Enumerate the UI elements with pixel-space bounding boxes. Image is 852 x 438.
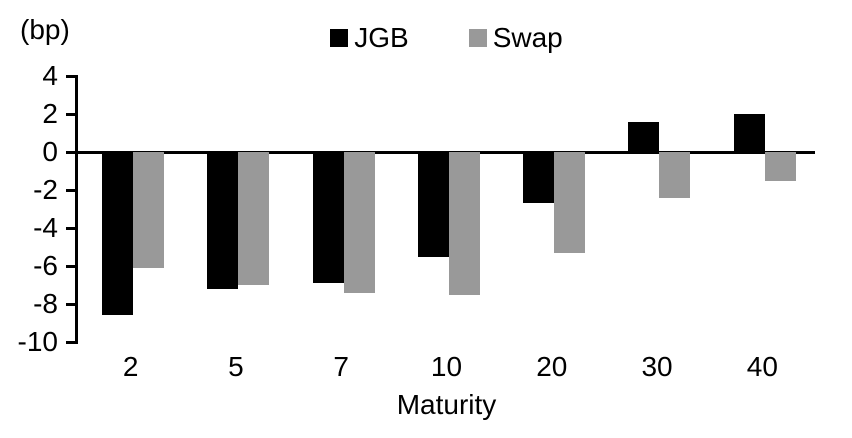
- x-axis-tick-label: 5: [228, 351, 244, 382]
- legend: JGB Swap: [78, 22, 815, 54]
- bar-swap-7: [343, 152, 375, 293]
- bar-swap-2: [133, 152, 164, 268]
- bar-swap-20: [554, 152, 586, 253]
- y-axis-tick: [66, 302, 76, 306]
- y-axis-tick: [66, 188, 76, 192]
- legend-item-swap: Swap: [468, 22, 563, 54]
- jgb-swatch-icon: [330, 29, 349, 47]
- y-axis-tick: [66, 74, 76, 78]
- y-axis-tick-label: -4: [33, 212, 58, 243]
- bar-jgb-40: [733, 114, 765, 152]
- y-axis-tick-label: -2: [33, 174, 58, 205]
- x-axis-tick-label: 7: [333, 351, 349, 382]
- legend-item-jgb: JGB: [330, 22, 409, 54]
- bar-jgb-10: [417, 152, 449, 257]
- y-axis-tick-label: 4: [42, 60, 58, 91]
- bar-swap-30: [659, 152, 691, 198]
- y-axis-tick-label: 2: [42, 98, 58, 129]
- bar-swap-5: [238, 152, 270, 285]
- y-axis-tick: [66, 340, 76, 344]
- legend-label-jgb: JGB: [354, 22, 409, 53]
- legend-label-swap: Swap: [492, 22, 563, 53]
- x-axis-tick-label: 30: [641, 351, 673, 382]
- y-axis-tick-label: 0: [42, 136, 58, 167]
- bar-swap-10: [448, 152, 480, 295]
- y-axis-tick: [66, 264, 76, 268]
- bar-jgb-20: [523, 152, 555, 204]
- x-axis-title: Maturity: [396, 389, 497, 420]
- y-axis-unit-label: (bp): [20, 14, 70, 45]
- x-axis-tick-label: 2: [122, 351, 139, 382]
- y-axis-tick-label: -8: [33, 288, 58, 319]
- y-axis-tick-label: -6: [33, 250, 58, 281]
- swap-swatch-icon: [468, 29, 487, 47]
- y-axis-tick: [66, 112, 76, 116]
- y-axis-tick: [66, 226, 76, 230]
- bar-jgb-7: [312, 152, 344, 284]
- x-axis-tick-label: 10: [430, 351, 463, 382]
- y-axis-line: [75, 75, 78, 344]
- x-axis-tick-label: 20: [536, 351, 568, 382]
- bar-jgb-5: [207, 152, 239, 289]
- x-axis-tick-label: 40: [746, 351, 778, 382]
- y-axis-tick-label: -10: [17, 326, 58, 357]
- bar-swap-40: [764, 152, 796, 181]
- bar-jgb-2: [102, 152, 133, 316]
- y-axis-tick: [66, 150, 76, 154]
- bar-jgb-30: [628, 121, 660, 152]
